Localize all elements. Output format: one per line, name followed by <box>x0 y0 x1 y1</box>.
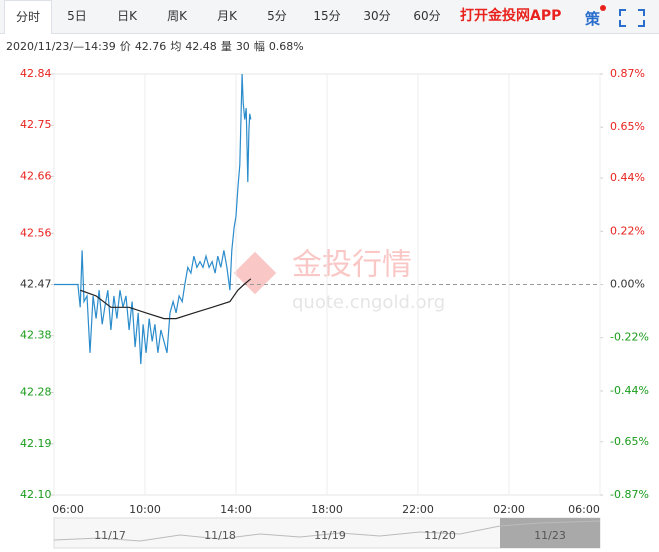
y2-tick-label: 0.22% <box>610 224 645 237</box>
y-tick-label: 42.10 <box>20 488 52 501</box>
app-link[interactable]: 打开金投网APP <box>460 8 562 24</box>
watermark-url: quote.cngold.org <box>292 292 445 313</box>
y2-tick-label: -0.65% <box>610 435 649 448</box>
navigator-label: 11/23 <box>534 529 566 542</box>
tab[interactable]: 日K <box>117 9 137 23</box>
x-tick-label: 10:00 <box>129 503 161 516</box>
tab[interactable]: 60分 <box>413 9 441 23</box>
info-volume: 30 <box>235 40 250 53</box>
watermark-title: 金投行情 <box>292 248 412 283</box>
info-price-label: 价 <box>119 40 131 53</box>
x-tick-label: 14:00 <box>220 503 252 516</box>
y2-tick-label: 0.87% <box>610 67 645 80</box>
navigator-label: 11/19 <box>314 529 346 542</box>
y2-tick-label: 0.65% <box>610 120 645 133</box>
price-line <box>79 278 252 320</box>
y-tick-label: 42.28 <box>20 386 52 399</box>
tab[interactable]: 5分 <box>267 9 287 23</box>
y-tick-label: 42.84 <box>20 67 52 80</box>
info-volume-label: 量 <box>220 40 232 53</box>
info-avg-label: 均 <box>170 40 182 53</box>
x-tick-label: 06:00 <box>52 503 84 516</box>
fullscreen-icon[interactable] <box>619 9 645 27</box>
info-datetime: 2020/11/23/—14:39 <box>6 40 116 53</box>
navigator-label: 11/20 <box>424 529 456 542</box>
tab[interactable]: 周K <box>167 9 187 23</box>
tab[interactable]: 15分 <box>313 9 341 23</box>
strategy-icon[interactable]: 策 <box>585 10 601 28</box>
x-tick-label: 18:00 <box>311 503 343 516</box>
y-tick-label: 42.66 <box>20 169 52 182</box>
navigator-line <box>53 520 601 542</box>
y-tick-label: 42.19 <box>20 437 52 450</box>
x-tick-label: 02:00 <box>493 503 525 516</box>
tab[interactable]: 30分 <box>363 9 391 23</box>
y-tick-label: 42.75 <box>20 118 52 131</box>
y2-tick-label: -0.44% <box>610 384 649 397</box>
x-tick-label: 22:00 <box>402 503 434 516</box>
info-avg: 42.48 <box>185 40 217 53</box>
info-line: 2020/11/23/—14:39 价 42.76 均 42.48 量 30 幅 0.68% <box>6 38 308 54</box>
info-range: 0.68% <box>268 40 304 53</box>
tab[interactable]: 5日 <box>67 9 87 23</box>
y-tick-label: 42.47 <box>20 278 52 291</box>
info-range-label: 幅 <box>253 40 265 53</box>
tab[interactable]: 月K <box>217 9 237 23</box>
watermark: 金投行情 quote.cngold.org <box>233 248 445 313</box>
price-line <box>54 73 252 365</box>
navigator-label: 11/18 <box>204 529 236 542</box>
y-tick-label: 42.38 <box>20 329 52 342</box>
y2-tick-label: -0.87% <box>610 488 649 501</box>
y2-tick-label: 0.44% <box>610 171 645 184</box>
y2-tick-label: 0.00% <box>610 278 645 291</box>
tab-bar: 分时 5日 日K 周K 月K 5分 15分 30分 60分 <box>0 0 659 34</box>
notify-dot <box>600 5 606 11</box>
navigator-label: 11/17 <box>94 529 126 542</box>
x-tick-label: 06:00 <box>568 503 600 516</box>
y2-tick-label: -0.22% <box>610 331 649 344</box>
info-price: 42.76 <box>134 40 167 53</box>
y-tick-label: 42.56 <box>20 226 52 239</box>
tab[interactable]: 分时 <box>4 0 52 34</box>
